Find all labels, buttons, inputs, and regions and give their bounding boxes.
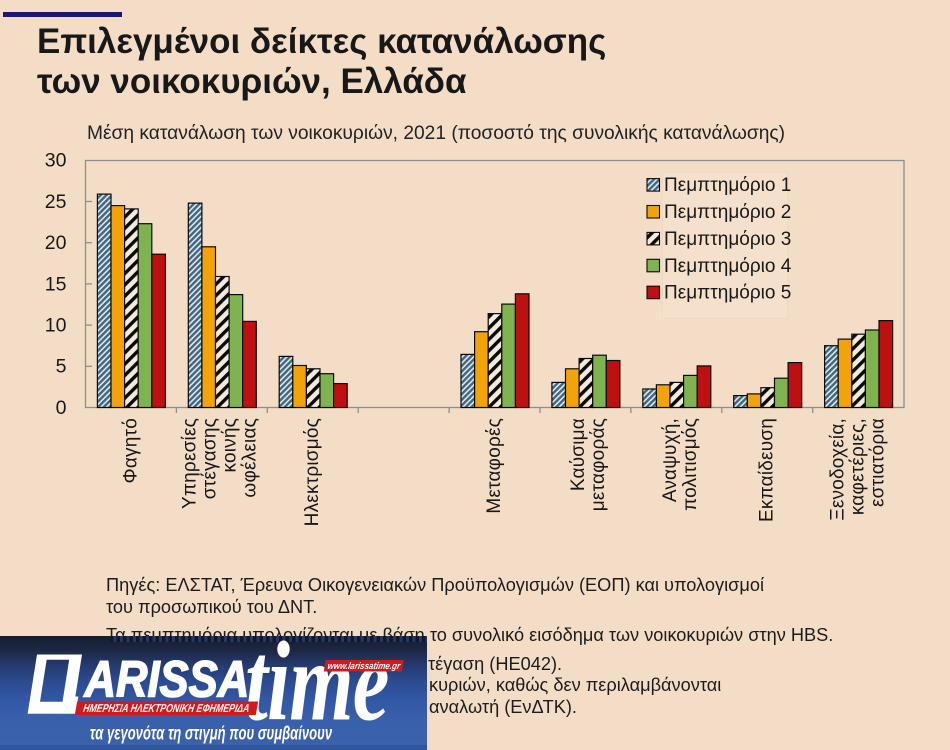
svg-text:ARISSA: ARISSA — [84, 652, 250, 709]
svg-text:Καύσιμαμεταφοράς: Καύσιμαμεταφοράς — [568, 418, 609, 511]
svg-text:Ηλεκτρισμός: Ηλεκτρισμός — [302, 418, 323, 526]
svg-text:15: 15 — [45, 273, 67, 295]
svg-text:Υπηρεσίεςστέγασηςκοινήςωφέλεια: Υπηρεσίεςστέγασηςκοινήςωφέλειας — [179, 418, 260, 509]
svg-text:25: 25 — [45, 191, 67, 213]
svg-text:ΗΜΕΡΗΣΙΑ ΗΛΕΚΤΡΟΝΙΚΗ ΕΦΗΜΕΡΙΔΑ: ΗΜΕΡΗΣΙΑ ΗΛΕΚΤΡΟΝΙΚΗ ΕΦΗΜΕΡΙΔΑ — [82, 703, 250, 715]
svg-text:Εκπαίδευση: Εκπαίδευση — [757, 418, 778, 522]
svg-text:Πεμπτημόριο 5: Πεμπτημόριο 5 — [664, 283, 791, 304]
svg-text:5: 5 — [56, 356, 67, 378]
svg-text:Πεμπτημόριο 2: Πεμπτημόριο 2 — [664, 202, 791, 223]
svg-text:0: 0 — [56, 397, 67, 419]
svg-text:Πεμπτημόριο 3: Πεμπτημόριο 3 — [664, 229, 791, 250]
svg-text:Φαγητό: Φαγητό — [120, 418, 141, 483]
svg-text:Πεμπτημόριο 1: Πεμπτημόριο 1 — [664, 175, 791, 196]
svg-text:Αναψυχή,πολιτισμός: Αναψυχή,πολιτισμός — [660, 418, 701, 511]
svg-text:20: 20 — [45, 232, 67, 254]
svg-text:Πεμπτημόριο 4: Πεμπτημόριο 4 — [664, 256, 792, 277]
svg-text:10: 10 — [45, 315, 67, 337]
svg-text:time: time — [245, 636, 389, 745]
svg-text:30: 30 — [45, 150, 67, 172]
svg-text:www.larissatime.gr: www.larissatime.gr — [327, 660, 402, 671]
svg-text:Ξενοδοχεία,καφετέριες,εστιατόρ: Ξενοδοχεία,καφετέριες,εστιατόρια — [828, 418, 889, 521]
svg-text:Μεταφορές: Μεταφορές — [484, 418, 505, 514]
svg-text:τα γεγονότα τη στιγμή που συμβ: τα γεγονότα τη στιγμή που συμβαίνουν — [90, 722, 333, 744]
